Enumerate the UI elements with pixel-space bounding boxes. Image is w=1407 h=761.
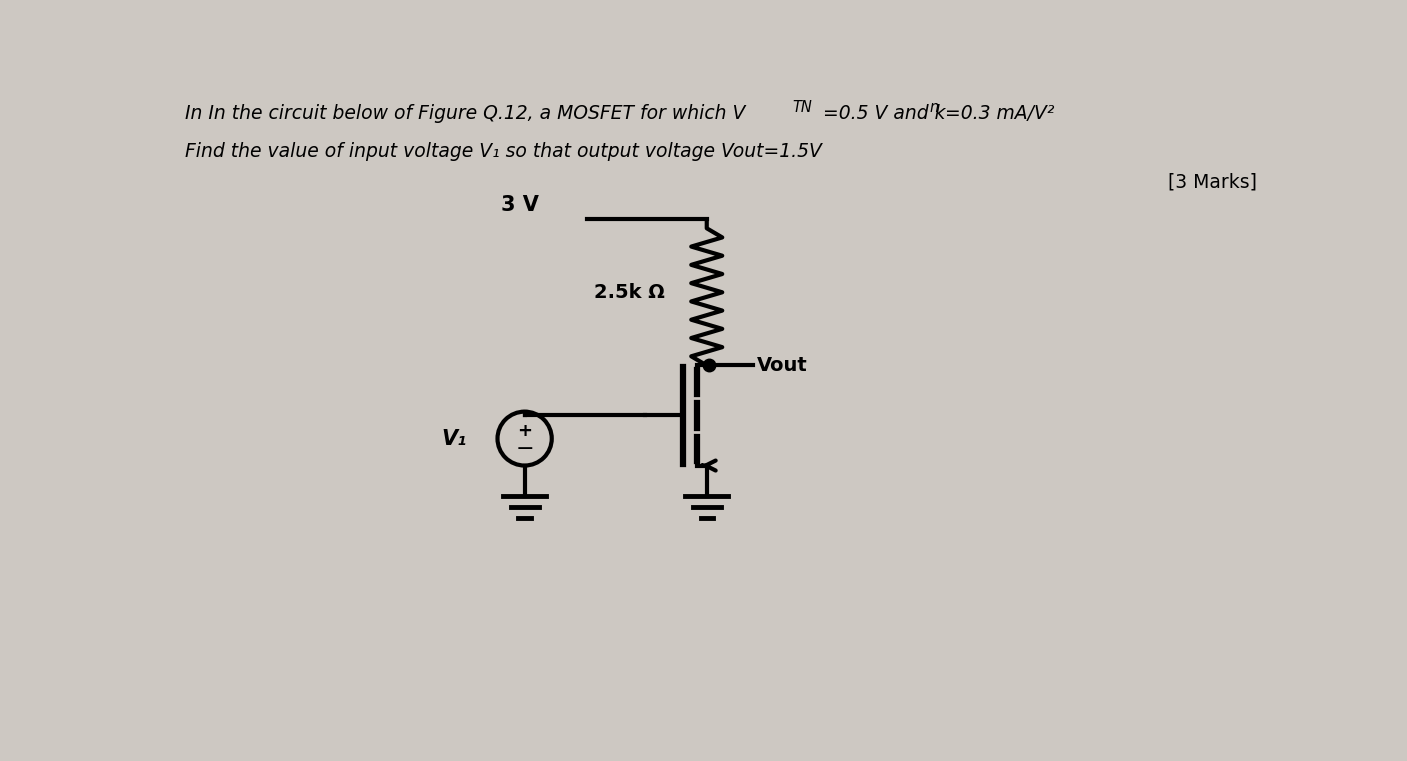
Text: Find the value of input voltage V₁ so that output voltage Vout=1.5V: Find the value of input voltage V₁ so th… bbox=[186, 142, 822, 161]
Text: TN: TN bbox=[792, 100, 812, 115]
Text: V₁: V₁ bbox=[442, 428, 467, 448]
Text: −: − bbox=[515, 438, 533, 459]
Text: In In the circuit below of Figure Q.12, a MOSFET for which V: In In the circuit below of Figure Q.12, … bbox=[186, 103, 746, 123]
Text: [3 Marks]: [3 Marks] bbox=[1168, 173, 1256, 192]
Text: Vout: Vout bbox=[757, 356, 808, 375]
Text: 3 V: 3 V bbox=[501, 196, 539, 215]
Text: =0.5 V and k: =0.5 V and k bbox=[823, 103, 946, 123]
Text: +: + bbox=[518, 422, 532, 440]
Text: =0.3 mA/V²: =0.3 mA/V² bbox=[946, 103, 1055, 123]
Text: n: n bbox=[930, 100, 940, 115]
Text: 2.5k Ω: 2.5k Ω bbox=[594, 283, 666, 302]
